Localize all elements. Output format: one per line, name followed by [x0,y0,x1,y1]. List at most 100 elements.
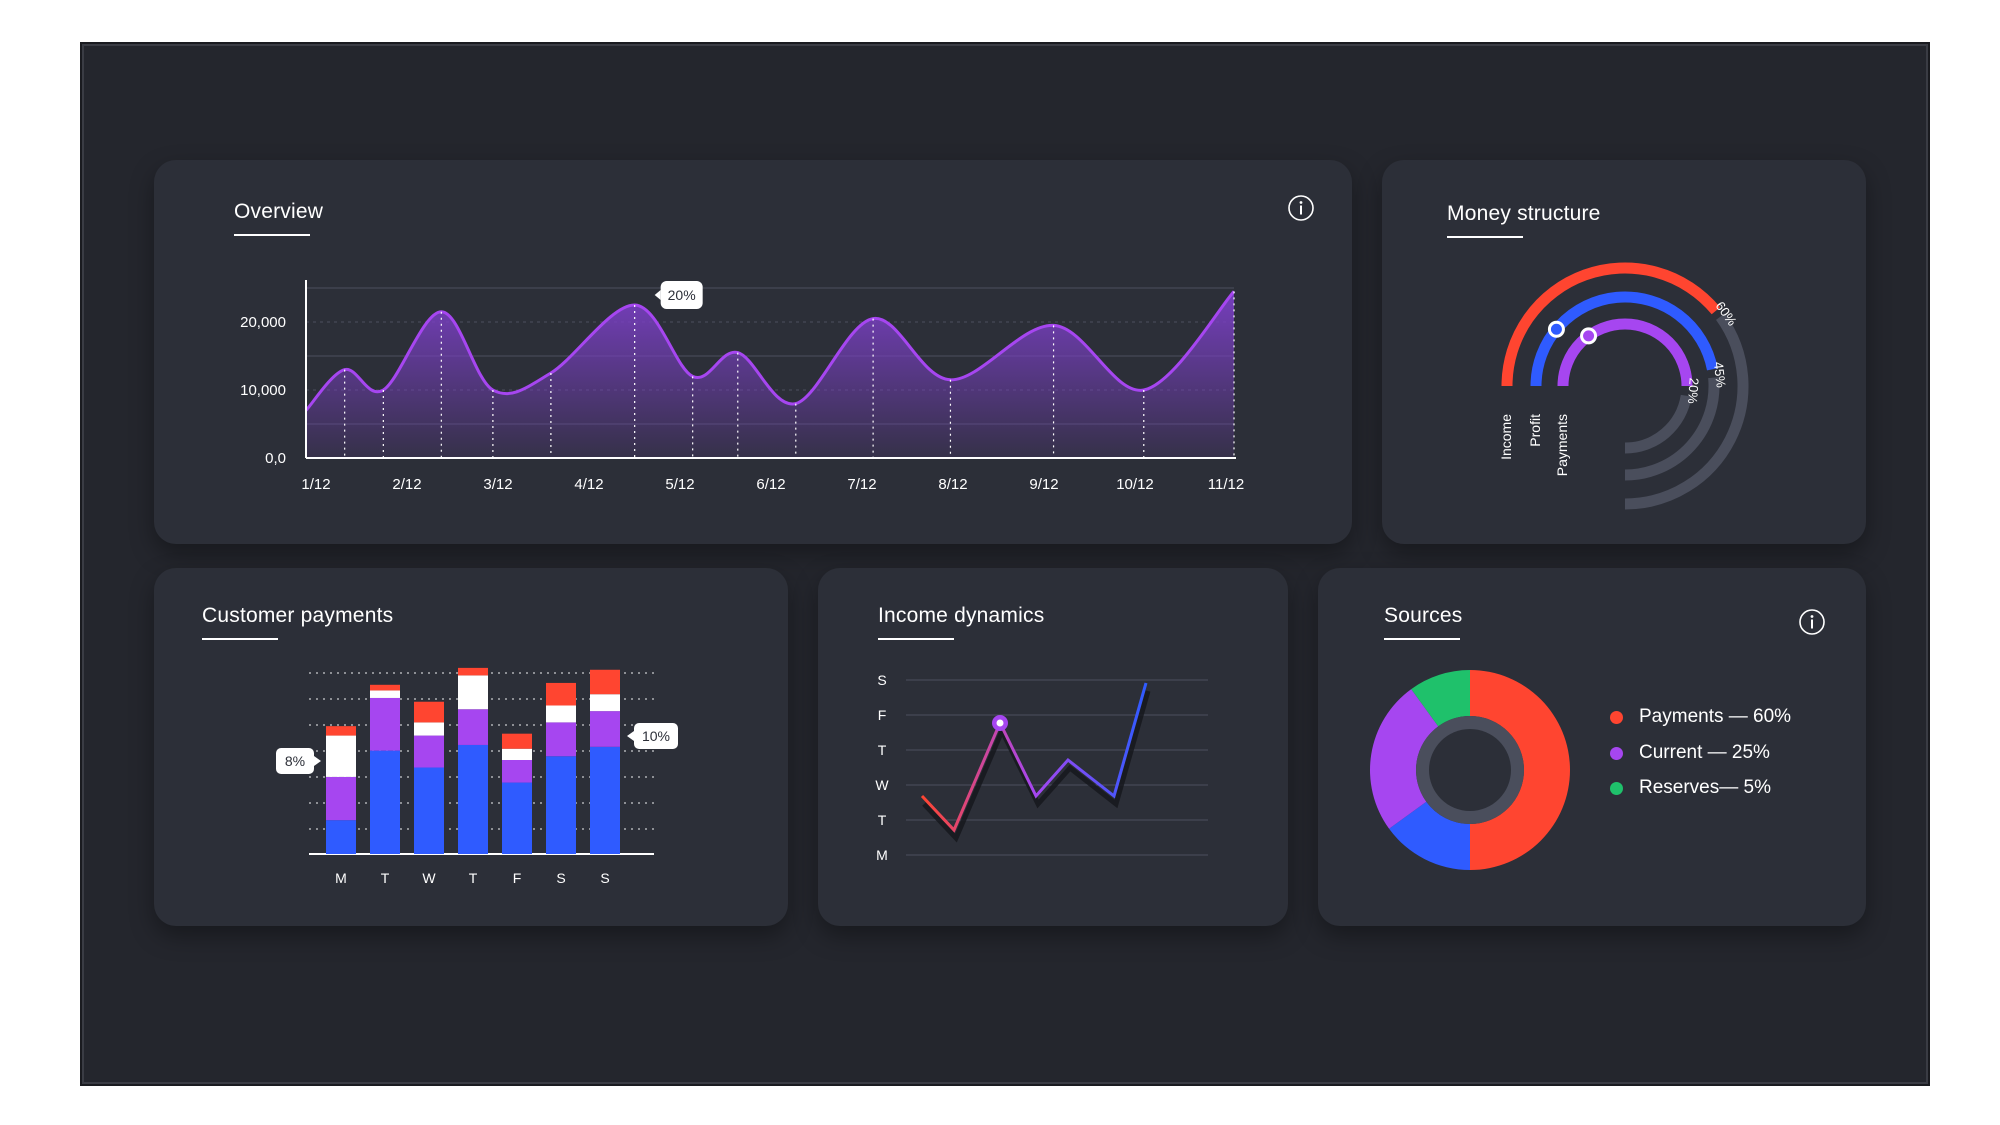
bar-segment [546,682,576,706]
title-underline [1384,638,1460,640]
donut-slice [1411,670,1470,727]
callout-box [660,281,703,309]
area-line [304,290,1236,412]
legend-item-payments: Payments — 60% [1610,706,1791,728]
bar-segment [370,690,400,698]
bar-segment [502,782,532,854]
bar-segment [326,726,356,736]
income-dynamics-chart: S F T W T M [875,672,1208,863]
ring-label: Payments [1554,414,1570,476]
bar-segment [590,746,620,854]
donut-slice [1470,670,1570,870]
bar-segment [590,711,620,747]
overview-chart: 0,0 10,000 20,000 1/12 2/12 3/12 4/12 5/12 6/12 7… [240,280,1244,493]
legend-label: Current — 25% [1639,742,1770,763]
callout-label: 8% [285,753,305,769]
area-fill [306,291,1234,458]
bar-segment [502,760,532,783]
callout-label: 10% [642,728,670,744]
donut-slice [1370,689,1439,829]
arc-track [1624,394,1692,454]
arc-payments [1557,318,1693,387]
bar-segment [370,750,400,854]
customer-payments-card: Customer payments M T W T F S S 8% 10% [154,568,788,926]
customer-payments-chart: M T W T F S S 8% 10% [276,667,678,886]
customer-payments-title: Customer payments [202,604,394,640]
bar-segment [458,675,488,710]
legend-item-current: Current — 25% [1610,742,1770,764]
legend-dot [1610,746,1623,760]
x-tick-label: 4/12 [574,476,603,493]
ring-percent: 20% [1685,377,1702,404]
legend-dot [1610,781,1623,795]
bar-segment [546,705,576,723]
bar-segment [370,684,400,691]
donut-slice [1389,801,1470,870]
title-underline [234,234,310,236]
overview-title-text: Overview [234,200,324,223]
x-tick-label: M [335,870,347,886]
bar-segment [546,756,576,854]
bar-segment [502,733,532,749]
legend-label: Reserves— 5% [1639,777,1771,798]
arc-track [1624,377,1720,481]
bar-segment [590,694,620,712]
highlight-point-center [996,719,1004,727]
x-tick-label: 9/12 [1029,476,1058,493]
callout-pointer [627,731,634,741]
title-underline [878,638,954,640]
y-tick-label: T [878,812,887,828]
sources-chart [1370,670,1570,870]
y-tick-label: T [878,742,887,758]
overview-title: Overview [234,200,324,236]
ring-marker [1580,327,1598,345]
customer-payments-title-text: Customer payments [202,604,394,627]
bar-segment [458,709,488,745]
x-tick-label: 10/12 [1116,476,1154,493]
x-tick-label: T [381,870,390,886]
money-structure-title: Money structure [1447,202,1601,238]
callout-box [634,723,678,749]
info-icon[interactable] [1798,608,1826,636]
overview-card: Overview 0,0 10,000 20,000 1/12 2/12 3/12 4/12… [154,160,1352,544]
x-tick-label: 1/12 [301,476,330,493]
bar-segment [414,767,444,854]
legend-item-reserves: Reserves— 5% [1610,777,1771,799]
bar-segment [414,735,444,768]
income-dynamics-title: Income dynamics [878,604,1044,640]
line-shadow [922,690,1151,843]
x-tick-label: 7/12 [847,476,876,493]
y-tick-label: 0,0 [265,450,286,467]
title-underline [1447,236,1523,238]
income-line [920,682,1148,833]
sources-title-text: Sources [1384,604,1463,627]
info-icon[interactable] [1287,194,1315,222]
x-tick-label: 5/12 [665,476,694,493]
arc-income [1501,262,1721,387]
money-structure-title-text: Money structure [1447,202,1601,225]
y-tick-label: F [878,707,887,723]
bar-segment [326,776,356,821]
bar-segment [414,722,444,736]
sources-card: Sources Payments — 60% Current — 25% Res… [1318,568,1866,926]
money-structure-card: Money structure Income 60% Profit 45% Paymen… [1382,160,1866,544]
callout-label: 20% [668,287,696,303]
arc-track [1624,313,1749,510]
bar-segment [590,669,620,695]
ring-marker [1547,320,1565,338]
bar-segment [414,701,444,723]
arc-profit [1530,291,1718,387]
sources-title: Sources [1384,604,1463,640]
ring-label: Income [1498,414,1514,460]
y-tick-label: S [877,672,886,688]
legend-dot [1610,710,1623,724]
x-tick-label: 3/12 [483,476,512,493]
money-structure-chart: Income 60% Profit 45% Payments 20% [1498,262,1749,510]
x-tick-label: F [513,870,522,886]
callout-pointer [314,756,321,766]
bar-segment [546,722,576,757]
callout-pointer [654,290,661,300]
donut-hole [1429,729,1511,811]
x-tick-label: S [600,870,609,886]
ring-percent: 45% [1711,361,1729,389]
